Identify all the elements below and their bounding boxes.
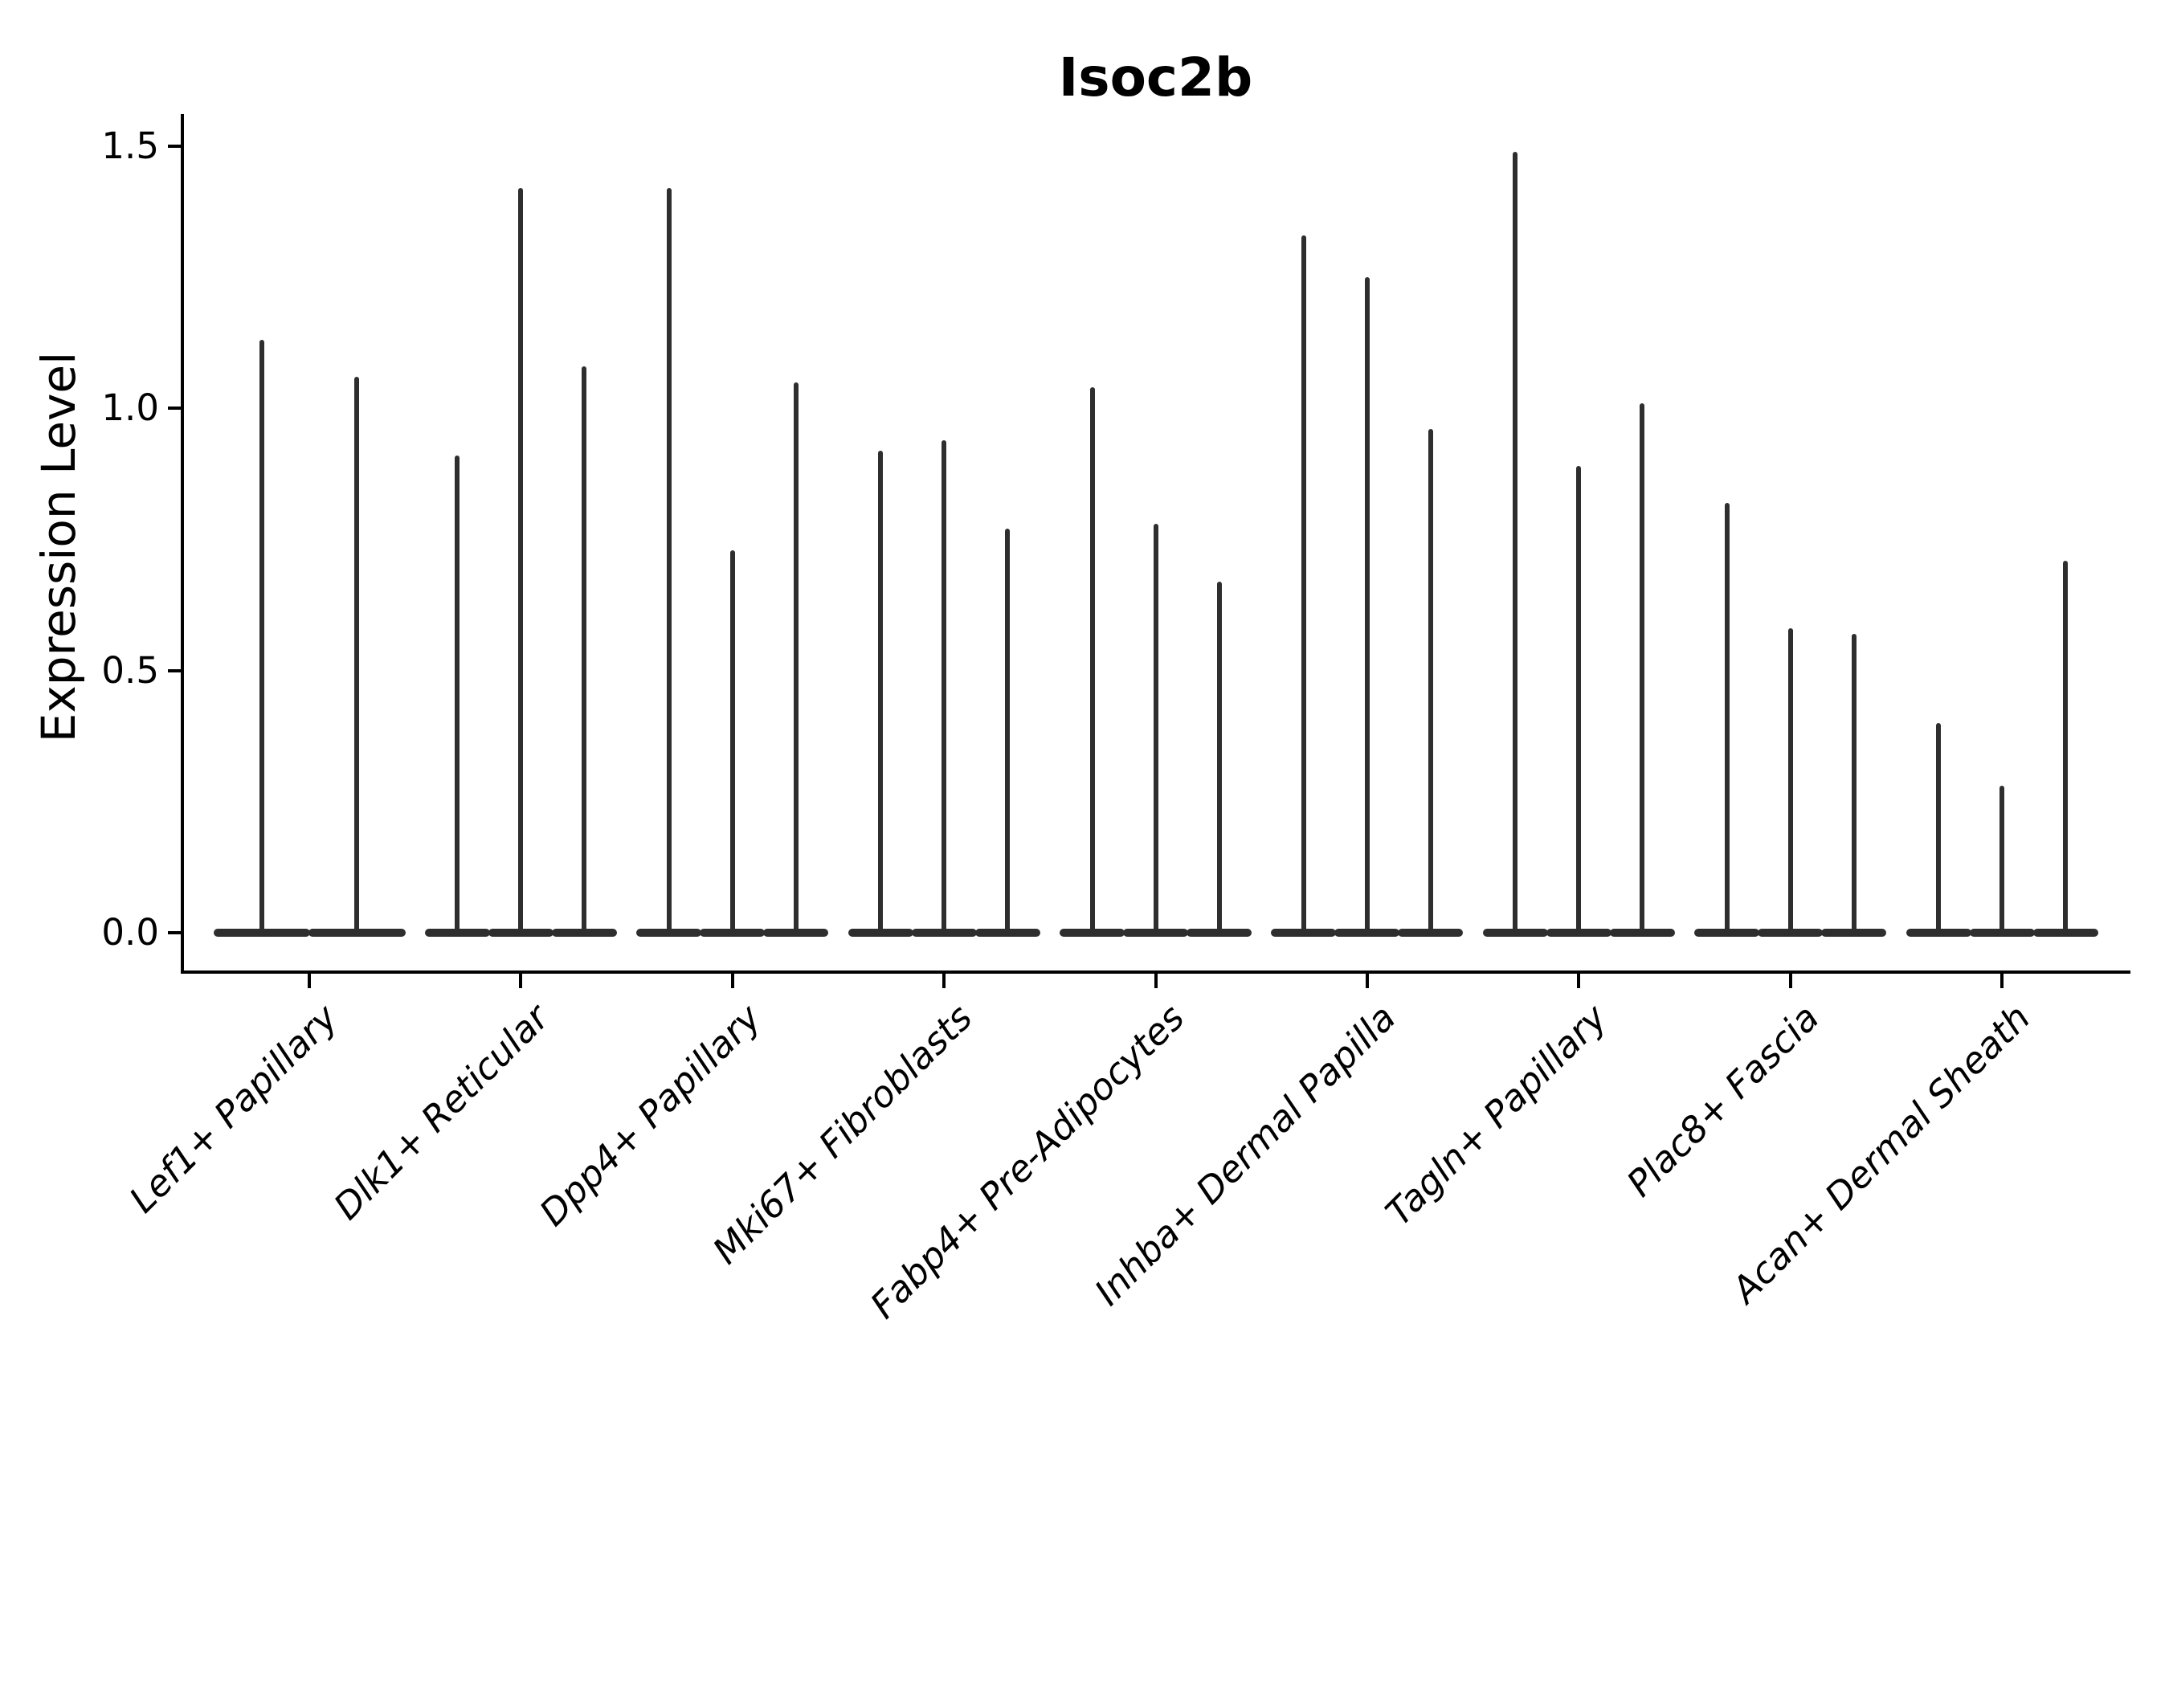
plot-title: Isoc2b: [1058, 47, 1253, 108]
violin-spike: [1576, 466, 1582, 934]
violin-spike: [1364, 277, 1370, 934]
x-tick-mark: [1365, 974, 1369, 988]
y-tick-mark: [168, 407, 182, 411]
x-category-label: Tagln+ Papillary: [1377, 996, 1616, 1234]
y-axis-label: Expression Level: [31, 351, 86, 743]
violin-spike: [1724, 502, 1730, 934]
violin-spike: [1640, 402, 1645, 934]
x-tick-mark: [519, 974, 523, 988]
x-tick-mark: [1788, 974, 1792, 988]
violin-spike: [1301, 235, 1306, 934]
violin-spike: [729, 550, 735, 934]
y-tick-label: 1.0: [101, 386, 159, 430]
violin-spike: [1513, 151, 1518, 934]
violin-spike: [942, 439, 947, 934]
violin-spike: [1005, 529, 1011, 934]
x-tick-mark: [2000, 974, 2004, 988]
violin-spike: [582, 366, 587, 934]
y-tick-mark: [168, 668, 182, 672]
violin-spike: [1936, 722, 1941, 934]
violin-spike: [455, 456, 460, 934]
violin-spike: [793, 382, 799, 934]
violin-spike: [354, 377, 360, 934]
x-category-label: Plac8+ Fascia: [1618, 996, 1828, 1205]
violin-spike: [518, 188, 524, 934]
x-category-label: Acan+ Dermal Sheath: [1723, 996, 2039, 1311]
violin-plot-figure: Isoc2b Expression Level 0.0 0.5 1.0 1.5 Lef1…: [31, 47, 2130, 1327]
x-tick-mark: [942, 974, 946, 988]
violin-spike: [259, 340, 264, 934]
violin-spike: [1787, 628, 1793, 934]
x-category-label: Inhba+ Dermal Papilla: [1086, 996, 1404, 1314]
y-tick-label: 1.5: [101, 124, 159, 167]
violin-spike: [1428, 429, 1433, 934]
y-tick-label: 0.0: [101, 911, 159, 954]
x-category-label: Fabp4+ Pre-Adipocytes: [861, 996, 1192, 1327]
x-category-label: Mki67+ Fibroblasts: [705, 996, 981, 1273]
y-tick-mark: [168, 144, 182, 148]
violin-spike: [1216, 581, 1222, 934]
violin-spike: [666, 188, 672, 934]
x-category-label: Dpp4+ Papillary: [531, 996, 770, 1235]
y-axis-spine: [181, 114, 184, 974]
violin-spike: [1153, 523, 1158, 934]
violin-spike: [1851, 634, 1857, 934]
x-tick-mark: [1154, 974, 1158, 988]
y-tick-mark: [168, 931, 182, 934]
violin-spike: [878, 450, 884, 934]
violin-spike: [1999, 786, 2004, 934]
x-tick-mark: [1577, 974, 1581, 988]
x-tick-mark: [308, 974, 311, 988]
violin-spike: [1089, 387, 1095, 934]
x-tick-mark: [730, 974, 734, 988]
x-axis-spine: [181, 970, 2130, 974]
violin-spike: [2063, 560, 2068, 934]
x-category-label: Dlk1+ Reticular: [325, 996, 558, 1228]
y-tick-label: 0.5: [101, 648, 159, 692]
